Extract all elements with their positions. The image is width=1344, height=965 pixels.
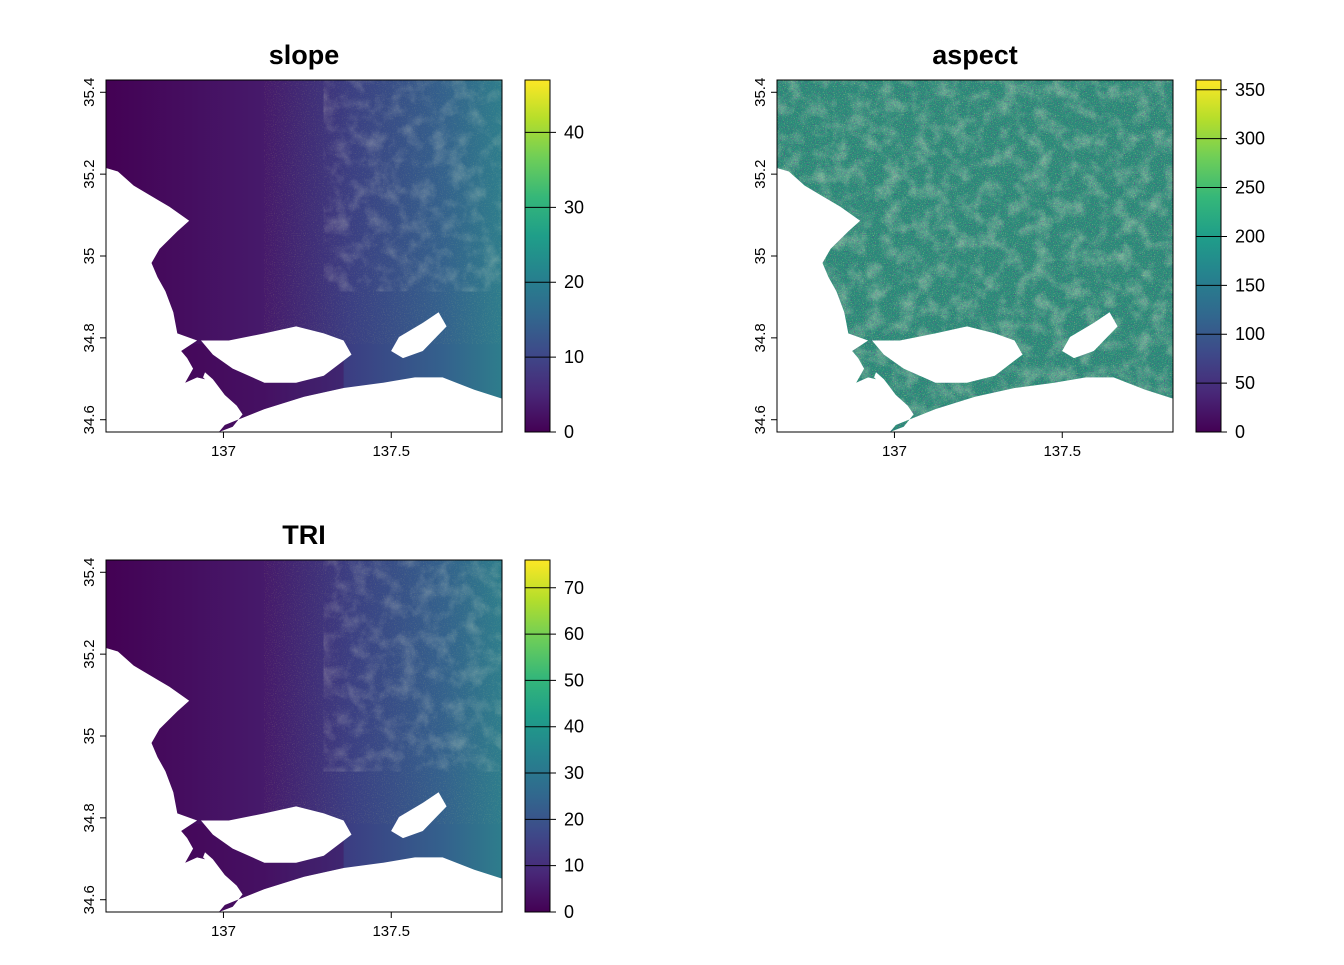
- x-tick-label: 137: [211, 443, 236, 460]
- legend-tick-label: 40: [564, 122, 584, 142]
- legend-tick-label: 20: [564, 272, 584, 292]
- bay-water: [201, 326, 352, 383]
- legend-tick-label: 10: [564, 347, 584, 367]
- legend-tick-label: 30: [564, 197, 584, 217]
- legend-tick-label: 30: [564, 763, 584, 783]
- y-tick-label: 35: [81, 728, 98, 745]
- panel-slope: slope 137 137.5 34.6 34.8 35 35.2 35.4 0 10 20 30 40: [81, 40, 584, 460]
- legend-colorbar: [524, 79, 551, 433]
- bay-water: [391, 312, 447, 359]
- legend-tick-label: 0: [564, 902, 574, 922]
- panel-title: slope: [269, 40, 340, 70]
- legend-tick-label: 350: [1235, 80, 1265, 100]
- legend-tick-label: 50: [1235, 373, 1255, 393]
- x-tick-label: 137: [211, 923, 236, 940]
- legend-tick-label: 250: [1235, 178, 1265, 198]
- bay-water: [201, 806, 352, 863]
- y-tick-label: 34.8: [81, 323, 98, 352]
- panel-title: TRI: [282, 520, 326, 550]
- legend-tick-label: 50: [564, 670, 584, 690]
- legend-tick-label: 100: [1235, 324, 1265, 344]
- legend-colorbar: [524, 559, 551, 913]
- y-tick-label: 35.4: [81, 78, 98, 107]
- bay-water: [1062, 312, 1118, 359]
- legend-tick-label: 70: [564, 578, 584, 598]
- y-tick-label: 34.8: [81, 803, 98, 832]
- legend-tick-label: 40: [564, 717, 584, 737]
- panel-aspect: aspect 137 137.5 34.6 34.8 35 35.2 35.4 0 50 100 15…: [752, 40, 1265, 460]
- legend-tick-label: 60: [564, 624, 584, 644]
- y-tick-label: 35: [752, 248, 769, 265]
- bay-water: [872, 326, 1023, 383]
- legend-tick-label: 0: [1235, 422, 1245, 442]
- y-tick-label: 35: [81, 248, 98, 265]
- y-tick-label: 35.2: [81, 160, 98, 189]
- panel-tri: TRI 137 137.5 34.6 34.8 35 35.2 35.4 0 10 20 30 40 50…: [81, 520, 584, 940]
- x-tick-label: 137.5: [372, 923, 410, 940]
- legend-colorbar: [1195, 79, 1222, 433]
- y-tick-label: 35.4: [81, 558, 98, 587]
- legend-tick-label: 200: [1235, 226, 1265, 246]
- y-tick-label: 34.6: [752, 405, 769, 434]
- legend-tick-label: 0: [564, 422, 574, 442]
- legend-tick-label: 10: [564, 856, 584, 876]
- bay-water: [391, 792, 447, 839]
- y-tick-label: 35.2: [81, 640, 98, 669]
- legend-tick-label: 150: [1235, 275, 1265, 295]
- y-tick-label: 35.2: [752, 160, 769, 189]
- x-tick-label: 137: [882, 443, 907, 460]
- y-tick-label: 34.6: [81, 885, 98, 914]
- legend-tick-label: 300: [1235, 129, 1265, 149]
- x-tick-label: 137.5: [1043, 443, 1081, 460]
- y-tick-label: 34.6: [81, 405, 98, 434]
- panel-title: aspect: [932, 40, 1018, 70]
- x-tick-label: 137.5: [372, 443, 410, 460]
- y-tick-label: 34.8: [752, 323, 769, 352]
- y-tick-label: 35.4: [752, 78, 769, 107]
- legend-tick-label: 20: [564, 809, 584, 829]
